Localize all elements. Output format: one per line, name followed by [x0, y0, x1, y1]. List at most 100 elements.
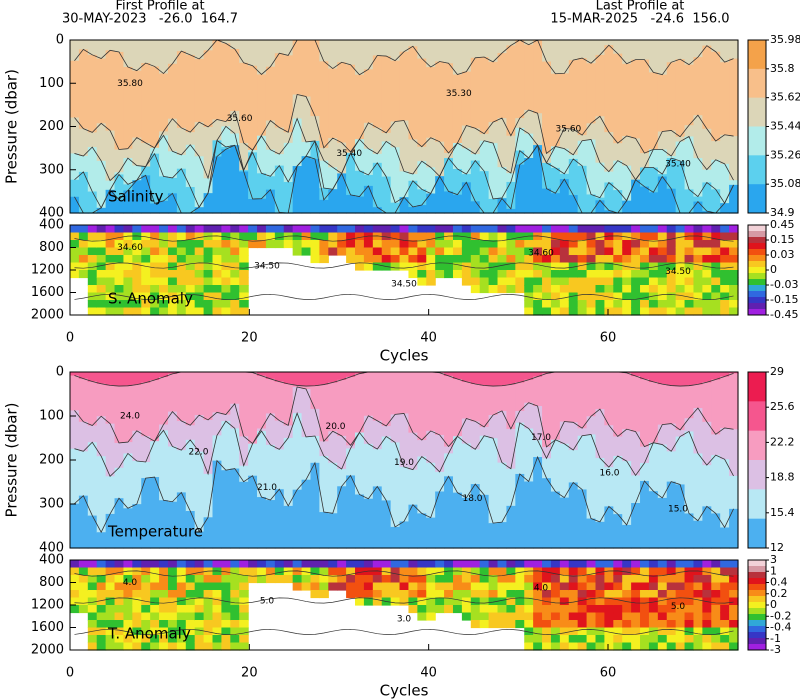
field-cell [559, 277, 570, 286]
panel-label: T. Anomaly [107, 625, 191, 643]
field-cell [390, 590, 401, 599]
field-cell [194, 300, 205, 309]
field-cell [239, 481, 249, 549]
field-cell [265, 567, 276, 576]
field-cell [114, 225, 125, 234]
field-cell [408, 432, 418, 471]
field-cell [87, 225, 98, 234]
colorbar-swatch [748, 430, 766, 461]
field-cell [711, 159, 721, 190]
field-cell [524, 285, 534, 294]
field-cell [711, 635, 721, 644]
field-cell [675, 582, 686, 591]
field-cell [631, 582, 641, 591]
field-cell [559, 225, 570, 234]
field-cell [132, 384, 142, 432]
field-cell [488, 523, 499, 549]
field-cell [355, 240, 365, 249]
field-cell [666, 240, 677, 249]
field-cell [524, 582, 534, 591]
field-cell [479, 567, 490, 576]
field-cell [524, 372, 534, 381]
field-cell [194, 567, 205, 576]
field-cell [444, 575, 454, 584]
field-cell [729, 307, 739, 316]
field-cell [159, 232, 169, 241]
field-cell [257, 232, 267, 241]
field-cell [506, 208, 516, 214]
field-cell [176, 232, 187, 241]
field-cell [488, 567, 499, 576]
field-cell [729, 225, 739, 234]
field-cell [372, 162, 383, 208]
field-cell [105, 513, 116, 549]
field-cell [257, 198, 267, 214]
field-cell [702, 169, 712, 184]
field-cell [96, 270, 107, 279]
field-cell [78, 128, 89, 157]
field-cell [257, 431, 267, 498]
y-tick-label: 2000 [31, 308, 64, 323]
field-cell [435, 605, 445, 614]
field-cell [702, 211, 712, 214]
field-cell [310, 408, 320, 437]
field-cell [176, 307, 187, 316]
field-cell [479, 372, 490, 387]
field-cell [622, 300, 632, 309]
field-cell [675, 605, 686, 614]
field-cell [230, 605, 240, 614]
field-cell [363, 174, 374, 187]
field-cell [684, 612, 695, 621]
field-cell [176, 597, 187, 606]
field-cell [105, 582, 116, 591]
field-cell [265, 500, 276, 549]
field-cell [221, 277, 231, 286]
field-cell [711, 51, 721, 142]
field-cell [515, 612, 525, 621]
field-cell [159, 135, 169, 178]
field-cell [640, 582, 650, 591]
field-cell [702, 506, 712, 549]
field-cell [488, 386, 499, 416]
first-profile-label: First Profile at [115, 0, 204, 14]
field-cell [150, 270, 160, 279]
field-cell [292, 118, 303, 167]
field-cell [559, 642, 570, 651]
field-cell [194, 415, 205, 453]
field-cell [720, 635, 730, 644]
field-cell [426, 430, 436, 464]
field-cell [640, 247, 650, 256]
field-cell [559, 560, 570, 569]
field-cell [372, 153, 383, 164]
field-cell [230, 642, 240, 651]
field-cell [577, 567, 588, 576]
field-cell [87, 40, 98, 56]
field-cell [301, 156, 312, 214]
field-cell [506, 135, 516, 174]
field-cell [729, 58, 739, 137]
field-cell [283, 181, 294, 214]
field-cell [150, 627, 160, 636]
field-cell [542, 153, 552, 164]
field-cell [141, 63, 151, 144]
contour-label: 3.0 [397, 615, 412, 625]
field-cell [301, 389, 312, 438]
field-cell [70, 375, 80, 411]
field-cell [141, 478, 151, 549]
field-cell [720, 560, 730, 569]
field-cell [363, 225, 374, 234]
field-cell [640, 605, 650, 614]
field-cell [212, 156, 223, 214]
field-cell [150, 292, 160, 301]
field-cell [559, 497, 570, 549]
field-cell [203, 277, 214, 286]
field-cell [70, 153, 80, 181]
field-cell [452, 492, 463, 549]
field-cell [426, 567, 436, 576]
field-cell [265, 225, 276, 234]
field-cell [167, 255, 178, 264]
field-cell [435, 232, 445, 241]
field-cell [159, 575, 169, 584]
field-cell [167, 567, 178, 576]
field-cell [586, 40, 597, 64]
